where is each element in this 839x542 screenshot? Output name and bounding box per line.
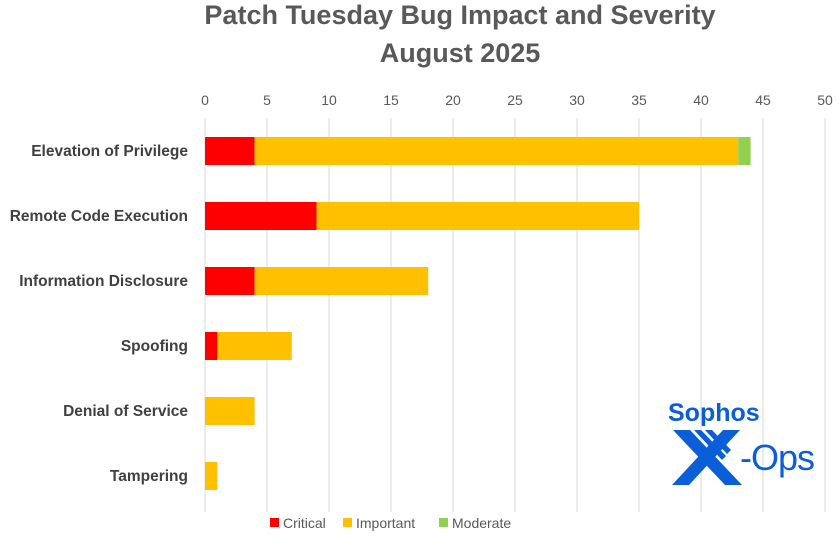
x-tick-label: 15 bbox=[383, 92, 399, 108]
category-label: Denial of Service bbox=[63, 403, 188, 420]
x-tick-label: 0 bbox=[201, 92, 209, 108]
x-tick-label: 20 bbox=[445, 92, 461, 108]
bar-moderate-elevation-of-privilege bbox=[738, 137, 751, 165]
logo-x-mark-icon bbox=[672, 430, 742, 485]
chart-title: Patch Tuesday Bug Impact and Severity bbox=[204, 0, 715, 30]
legend-label-critical: Critical bbox=[283, 515, 326, 531]
gridlines bbox=[204, 118, 826, 512]
bar-important-elevation-of-privilege bbox=[254, 137, 739, 165]
legend-swatch-important bbox=[343, 518, 352, 527]
bar-critical-spoofing bbox=[205, 332, 218, 360]
x-tick-label: 50 bbox=[817, 92, 833, 108]
category-label: Remote Code Execution bbox=[10, 208, 188, 225]
x-tick-label: 30 bbox=[569, 92, 585, 108]
logo-text-top: Sophos bbox=[668, 399, 760, 427]
category-label: Tampering bbox=[110, 468, 188, 485]
bar-critical-elevation-of-privilege bbox=[205, 137, 255, 165]
legend: Critical Important Moderate bbox=[270, 515, 511, 531]
bar-important-spoofing bbox=[217, 332, 292, 360]
bars bbox=[205, 137, 751, 490]
x-tick-label: 35 bbox=[631, 92, 647, 108]
legend-swatch-moderate bbox=[439, 518, 448, 527]
x-tick-label: 5 bbox=[263, 92, 271, 108]
legend-swatch-critical bbox=[270, 518, 279, 527]
bar-important-tampering bbox=[205, 462, 218, 490]
x-tick-label: 10 bbox=[321, 92, 337, 108]
legend-label-important: Important bbox=[356, 515, 415, 531]
logo-text-ops: -Ops bbox=[740, 437, 814, 478]
category-label: Spoofing bbox=[121, 338, 188, 355]
category-labels: Elevation of Privilege Remote Code Execut… bbox=[10, 143, 189, 485]
bar-critical-remote-code-execution bbox=[205, 202, 317, 230]
category-label: Information Disclosure bbox=[19, 273, 188, 290]
chart-subtitle: August 2025 bbox=[380, 38, 541, 68]
bar-critical-information-disclosure bbox=[205, 267, 255, 295]
legend-label-moderate: Moderate bbox=[452, 515, 511, 531]
bar-important-remote-code-execution bbox=[316, 202, 639, 230]
bar-important-denial-of-service bbox=[205, 397, 255, 425]
x-tick-label: 45 bbox=[755, 92, 771, 108]
x-axis-ticks: 0 5 10 15 20 25 30 35 40 45 50 bbox=[201, 92, 833, 108]
x-tick-label: 25 bbox=[507, 92, 523, 108]
category-label: Elevation of Privilege bbox=[31, 143, 188, 160]
sophos-xops-logo: Sophos -Ops bbox=[668, 399, 815, 485]
x-tick-label: 40 bbox=[693, 92, 709, 108]
bar-important-information-disclosure bbox=[254, 267, 429, 295]
